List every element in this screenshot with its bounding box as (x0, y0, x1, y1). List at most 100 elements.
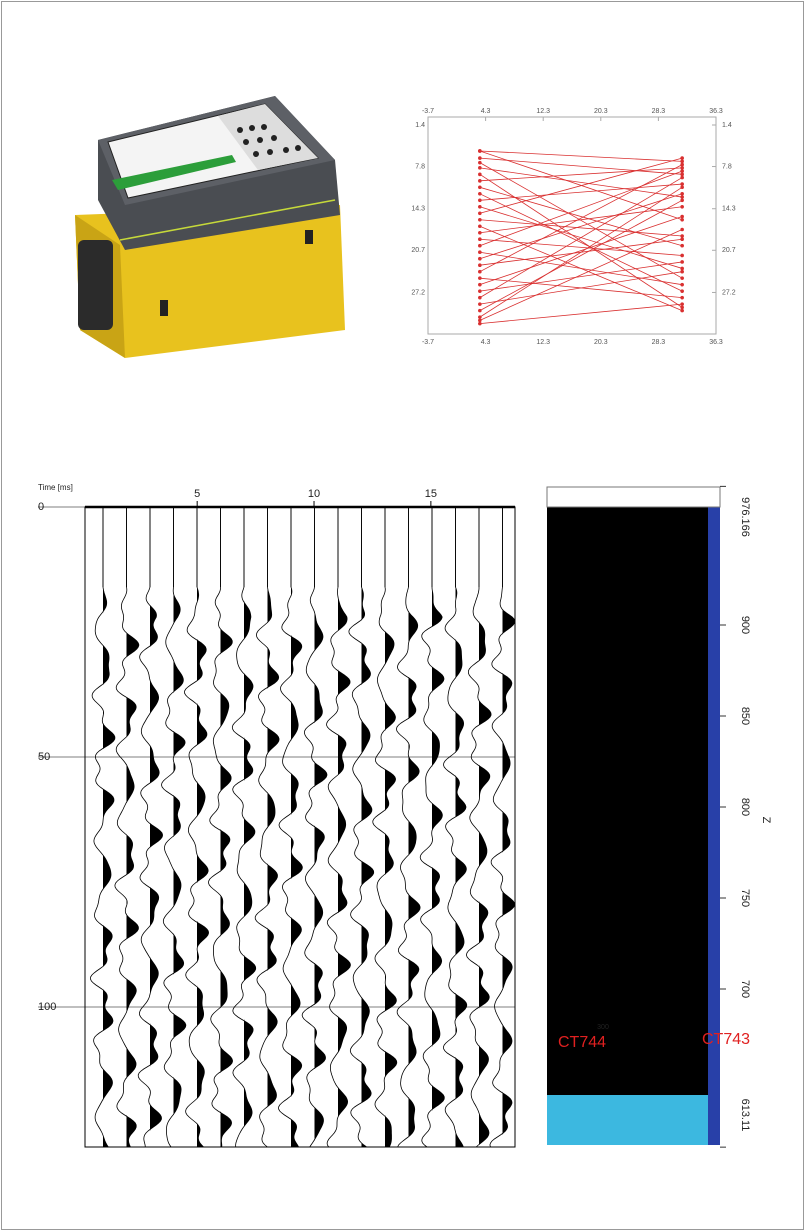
source (478, 237, 482, 241)
tomo-cell (577, 787, 588, 798)
tomo-cell (547, 777, 558, 788)
tomo-cell (667, 667, 678, 678)
tomo-cell (667, 737, 678, 748)
tomo-cell (687, 507, 698, 518)
tomo-cell (647, 1047, 658, 1058)
tomo-cell (577, 917, 588, 928)
tomo-cell (657, 667, 668, 678)
tomo-cell (687, 927, 698, 938)
tomo-cell (627, 1047, 638, 1058)
tomo-cell (587, 857, 598, 868)
tomo-cell (647, 777, 658, 788)
tomo-cell (567, 547, 578, 558)
tomo-cell (597, 907, 608, 918)
tomo-cell (667, 557, 678, 568)
tomo-cell (557, 767, 568, 778)
tomo-cell (637, 1007, 648, 1018)
tomo-cell (597, 927, 608, 938)
tomo-cell (577, 567, 588, 578)
tomo-cell (657, 837, 668, 848)
tomo-cell (547, 577, 558, 588)
tomo-cell (687, 1017, 698, 1028)
tomo-cell (687, 837, 698, 848)
tomo-cell (697, 667, 708, 678)
tomo-cell (587, 747, 598, 758)
tomo-cell (627, 547, 638, 558)
tomo-cell (617, 637, 628, 648)
tomo-cell (547, 667, 558, 678)
tomo-cell (577, 977, 588, 988)
tomo-cell (627, 627, 638, 638)
tomo-cell (657, 867, 668, 878)
tomo-cell (567, 507, 578, 518)
tomo-cell (657, 917, 668, 928)
tomo-cell (657, 927, 668, 938)
tomo-cell (687, 967, 698, 978)
tomo-cell (637, 527, 648, 538)
tomo-cell (627, 767, 638, 778)
tomo-cell (687, 857, 698, 868)
tomo-cell (677, 807, 688, 818)
tomo-cell (627, 587, 638, 598)
receiver (680, 283, 684, 287)
tomo-cell (577, 617, 588, 628)
tomo-cell (687, 757, 698, 768)
tomo-cell (667, 937, 678, 948)
tomo-cell (657, 547, 668, 558)
tomo-cell (677, 917, 688, 928)
tomo-cell (637, 767, 648, 778)
tomo-cell (547, 967, 558, 978)
tomo-cell (607, 1037, 618, 1048)
tomo-cell (647, 977, 658, 988)
tomo-cell (557, 897, 568, 908)
tomo-cell (687, 1047, 698, 1058)
tomo-cell (697, 917, 708, 928)
tomo-cell (627, 607, 638, 618)
tomo-cell (577, 527, 588, 538)
tomo-cell (637, 857, 648, 868)
tomo-cell (587, 627, 598, 638)
tomo-cell (657, 1007, 668, 1018)
tomo-cell (587, 587, 598, 598)
tomo-cell (677, 1077, 688, 1088)
tomo-cell (607, 1077, 618, 1088)
tomo-cell (667, 857, 678, 868)
tomo-cell (687, 707, 698, 718)
tomo-cell (637, 787, 648, 798)
tomo-cell (647, 827, 658, 838)
tomo-cell (577, 807, 588, 818)
tomo-cell (657, 727, 668, 738)
tomo-cell (647, 587, 658, 598)
tomo-cell (677, 547, 688, 558)
tomo-cell (697, 887, 708, 898)
tomo-cell (567, 727, 578, 738)
tomo-cell (587, 957, 598, 968)
tomo-cell (597, 777, 608, 788)
tomo-cell (677, 877, 688, 888)
tomo-cell (677, 677, 688, 688)
receiver (680, 270, 684, 274)
tomo-cell (697, 727, 708, 738)
tomo-cell (637, 947, 648, 958)
tomo-cell (547, 627, 558, 638)
tomo-cell (557, 717, 568, 728)
receiver (680, 244, 684, 248)
tomo-cell (567, 887, 578, 898)
tomo-cell (597, 717, 608, 728)
tomo-cell (617, 997, 628, 1008)
tomo-cell (587, 837, 598, 848)
tomo-cell (577, 637, 588, 648)
tomo-cell (597, 787, 608, 798)
tomo-cell (677, 657, 688, 668)
tomo-cell (687, 647, 698, 658)
tomo-cell (677, 517, 688, 528)
tomo-cell (597, 937, 608, 948)
tomo-cell (617, 957, 628, 968)
tomo-cell (637, 587, 648, 598)
tomo-cell (587, 937, 598, 948)
tomo-cell (607, 707, 618, 718)
x-tick-label: 28.3 (652, 339, 666, 346)
tomo-cell (557, 627, 568, 638)
tomo-cell (617, 567, 628, 578)
tomo-cell (557, 917, 568, 928)
